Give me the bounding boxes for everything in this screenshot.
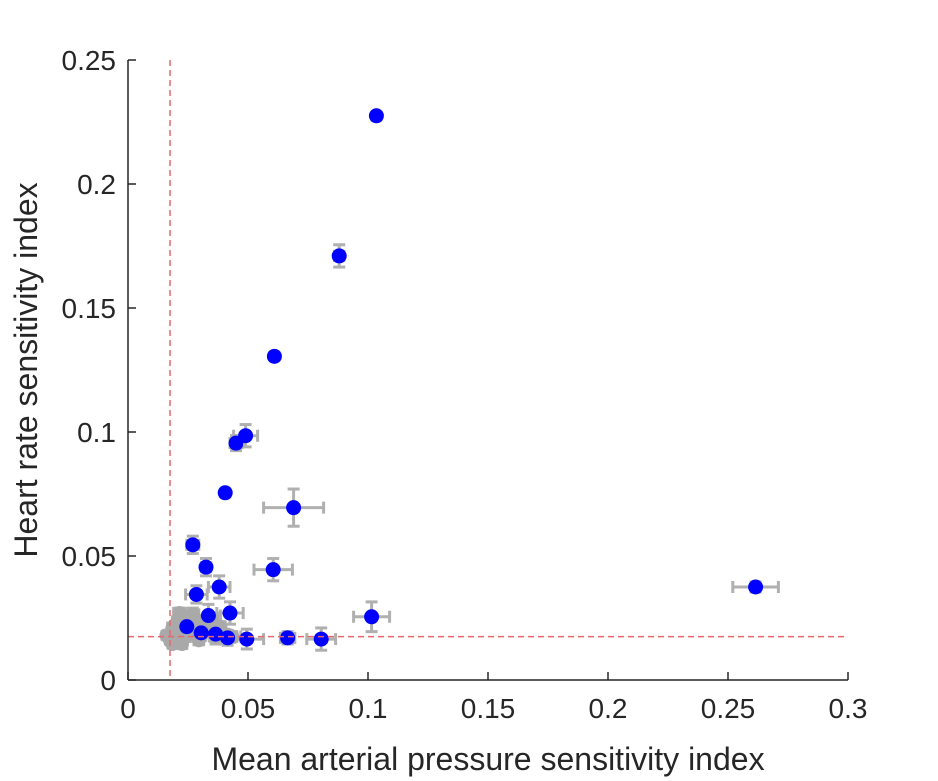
x-tick-label: 0.05 [221, 693, 276, 724]
significant-point-12 [188, 586, 204, 602]
significant-point-5 [217, 485, 233, 501]
x-axis-label: Mean arterial pressure sensitivity index [211, 741, 764, 777]
errorbar-layer [160, 109, 780, 652]
significant-point-11 [748, 579, 764, 595]
significant-point-6 [286, 500, 302, 516]
x-tick-label: 0.25 [701, 693, 756, 724]
significant-point-10 [211, 579, 227, 595]
significant-point-17 [193, 625, 209, 641]
significant-point-8 [198, 559, 214, 575]
nonsignificant-point-10 [185, 607, 200, 622]
significant-point-0 [368, 108, 384, 124]
y-tick-label: 0.25 [62, 45, 117, 76]
significant-point-18 [208, 626, 224, 642]
significant-point-2 [266, 348, 282, 364]
y-tick-label: 0.15 [62, 293, 117, 324]
significant-point-14 [200, 608, 216, 624]
significant-point-22 [313, 631, 329, 647]
x-tick-label: 0.2 [589, 693, 628, 724]
axes [127, 59, 849, 681]
tick-labels: 0 0.05 0.1 0.15 0.2 0.25 0.3 0 0.05 0.1 0.15 0.2 0.2… [62, 45, 868, 724]
y-tick-label: 0.05 [62, 541, 117, 572]
significant-point-1 [331, 248, 347, 264]
y-tick-label: 0.2 [77, 169, 116, 200]
marker-layer [159, 108, 764, 652]
significant-point-13 [222, 605, 238, 621]
significant-point-9 [265, 562, 281, 578]
significant-point-7 [185, 537, 201, 553]
nonsignificant-point-23 [172, 606, 187, 621]
significant-point-4 [228, 435, 244, 451]
nonsignificant-point-21 [175, 637, 189, 652]
x-tick-label: 0.1 [349, 693, 388, 724]
y-axis-label: Heart rate sensitivity index [8, 182, 44, 557]
y-tick-label: 0.1 [77, 417, 116, 448]
y-tick-label: 0 [100, 665, 116, 696]
x-tick-label: 0.3 [829, 693, 868, 724]
nonsignificant-point-20 [165, 637, 180, 652]
significant-point-21 [280, 630, 296, 646]
significant-point-15 [364, 609, 380, 625]
threshold-lines [128, 60, 848, 680]
significant-point-16 [179, 619, 195, 635]
significant-point-19 [220, 630, 236, 646]
significant-point-20 [239, 631, 255, 647]
x-tick-label: 0 [120, 693, 136, 724]
x-tick-label: 0.15 [461, 693, 516, 724]
